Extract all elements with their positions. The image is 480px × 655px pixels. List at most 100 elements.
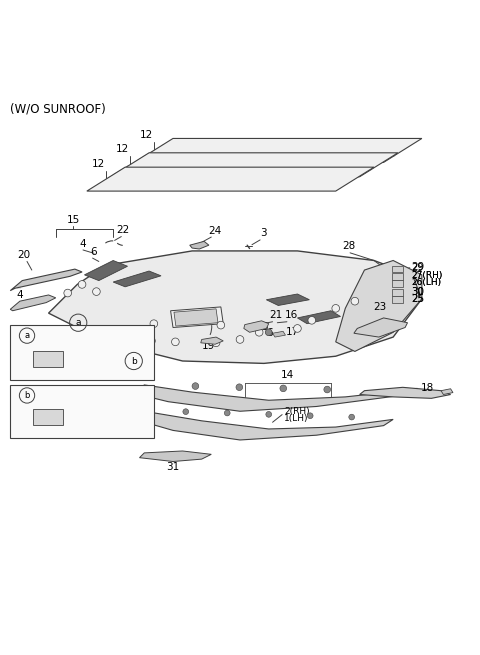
Polygon shape [33,409,63,425]
Polygon shape [354,318,408,337]
Circle shape [324,386,331,393]
Polygon shape [87,167,374,191]
Polygon shape [48,251,422,364]
Text: 10: 10 [78,349,90,359]
Circle shape [332,305,339,312]
Circle shape [280,385,287,392]
Polygon shape [10,269,82,291]
Text: 5: 5 [261,322,268,333]
Bar [392,280,403,287]
Text: 6: 6 [91,247,97,257]
Polygon shape [135,385,403,411]
Circle shape [183,409,189,415]
Polygon shape [170,307,223,328]
Text: 3: 3 [261,229,267,238]
Text: a: a [75,318,81,328]
Text: 2(RH): 2(RH) [284,407,310,416]
Text: 26(LH): 26(LH) [411,278,441,287]
Text: 16: 16 [285,310,298,320]
Circle shape [78,280,86,288]
Polygon shape [135,411,393,440]
Text: 21: 21 [269,310,283,320]
Text: 27(RH): 27(RH) [411,271,442,280]
Polygon shape [84,261,128,280]
Text: 29: 29 [411,262,425,272]
Polygon shape [111,153,398,177]
Text: 26(LH): 26(LH) [411,278,441,287]
Polygon shape [33,352,63,367]
Polygon shape [135,138,422,162]
Text: 31: 31 [167,462,180,472]
Text: 29: 29 [411,263,423,272]
Bar [10,385,154,438]
Text: 6: 6 [266,328,273,338]
Bar [392,273,403,280]
Polygon shape [140,451,211,462]
Circle shape [192,383,199,390]
Polygon shape [441,389,453,394]
Polygon shape [273,331,286,337]
Polygon shape [113,271,161,287]
Text: 12: 12 [140,130,153,140]
Bar [392,297,403,303]
Text: 22: 22 [116,225,130,235]
Text: 4: 4 [16,290,23,300]
Text: 30: 30 [411,287,423,297]
Polygon shape [190,241,209,249]
Text: 17: 17 [286,328,299,337]
Polygon shape [336,261,422,352]
Text: 24: 24 [208,225,222,236]
Polygon shape [174,309,218,326]
Text: 4: 4 [80,238,86,248]
Polygon shape [360,387,451,398]
Text: 25: 25 [411,294,424,304]
Circle shape [255,328,263,336]
Circle shape [217,322,225,329]
Text: 27(RH): 27(RH) [411,271,442,280]
Text: 12: 12 [92,159,106,168]
Polygon shape [298,310,340,324]
Circle shape [236,384,243,390]
Circle shape [64,290,72,297]
Text: 25: 25 [411,294,423,304]
Circle shape [150,320,157,328]
Polygon shape [266,294,310,305]
Circle shape [148,337,156,345]
Circle shape [351,297,359,305]
Text: 15: 15 [67,215,80,225]
Text: 14: 14 [281,370,295,380]
Text: 18: 18 [421,383,434,393]
Text: 1(LH): 1(LH) [284,414,309,423]
Text: 28: 28 [343,241,356,251]
Polygon shape [10,295,56,310]
Bar [392,290,403,296]
Text: (W/O SUNROOF): (W/O SUNROOF) [10,103,106,115]
Polygon shape [201,337,223,345]
Text: 12: 12 [116,144,130,154]
Circle shape [265,329,272,335]
Circle shape [308,316,316,324]
Circle shape [266,411,272,417]
Circle shape [171,338,179,346]
Text: 30: 30 [411,287,424,297]
Bar [10,325,154,380]
Polygon shape [244,321,269,332]
Circle shape [294,325,301,332]
Text: 7: 7 [106,353,112,363]
Text: 20: 20 [17,250,30,261]
Circle shape [224,410,230,416]
Circle shape [236,335,244,343]
Text: 19: 19 [202,341,216,351]
Text: b: b [24,391,30,400]
Text: b: b [131,356,137,365]
Text: a: a [24,331,30,340]
Text: 8: 8 [106,409,112,420]
Circle shape [93,288,100,295]
Text: 23: 23 [373,302,387,312]
Circle shape [349,414,355,420]
Text: 9: 9 [65,409,72,419]
Text: 11: 11 [78,355,90,365]
Bar [392,266,403,272]
Circle shape [307,413,313,419]
Circle shape [212,339,220,346]
